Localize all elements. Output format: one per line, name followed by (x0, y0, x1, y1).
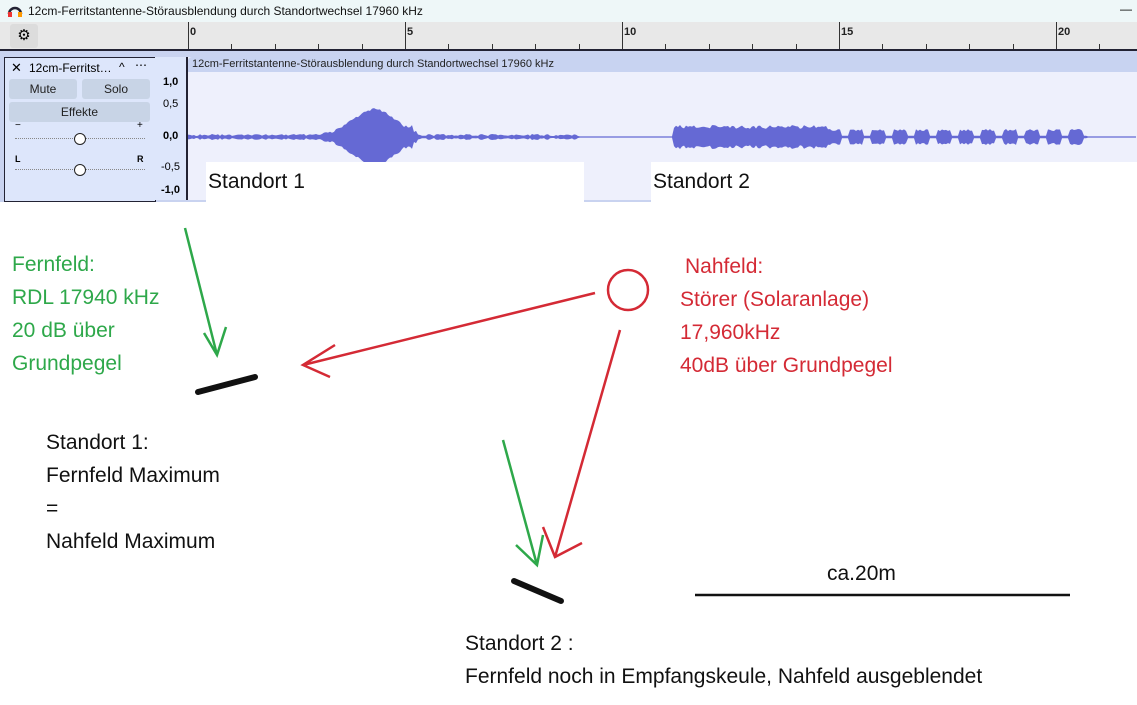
ruler-tick (926, 44, 927, 49)
scale-label: 0,0 (163, 130, 178, 142)
text-line: 17,960kHz (680, 316, 893, 349)
ruler-tick (1013, 44, 1014, 49)
ruler-tick (665, 44, 666, 49)
standort2-label: Standort 2 (653, 165, 750, 198)
effects-button[interactable]: Effekte (9, 102, 150, 122)
nahfeld-arrows (303, 270, 648, 557)
ruler-label: 10 (624, 26, 636, 38)
title-bar: 12cm-Ferritstantenne-Störausblendung dur… (0, 0, 1137, 22)
text-line: Nahfeld Maximum (46, 525, 220, 558)
scale-label: -0,5 (161, 161, 180, 173)
arrow-fernfeld-standort2 (503, 440, 543, 565)
ruler-tick (535, 44, 536, 49)
gain-slider-handle[interactable] (74, 133, 86, 145)
timeline-ruler[interactable]: ⚙ 0 5 10 15 20 (0, 22, 1137, 51)
nahfeld-annotation: Nahfeld: Störer (Solaranlage) 17,960kHz … (680, 250, 893, 382)
text-line: 20 dB über (12, 314, 159, 347)
ruler-tick (188, 22, 189, 49)
text-line: Nahfeld: (680, 250, 893, 283)
ruler-tick (275, 44, 276, 49)
scale-label: 0,5 (163, 98, 178, 110)
ruler-label: 15 (841, 26, 853, 38)
ruler-label: 20 (1058, 26, 1070, 38)
standort1-label: Standort 1 (208, 165, 305, 198)
ruler-tick (969, 44, 970, 49)
ruler-tick (318, 44, 319, 49)
text-line: Fernfeld Maximum (46, 459, 220, 492)
standort1-annotation: Standort 1: Fernfeld Maximum = Nahfeld M… (46, 426, 220, 558)
ruler-tick (405, 22, 406, 49)
stoerer-circle (608, 270, 648, 310)
antenna-standort2 (514, 581, 561, 601)
clip-title-bar[interactable]: 12cm-Ferritstantenne-Störausblendung dur… (188, 57, 1137, 72)
fernfeld-arrows (185, 228, 543, 565)
ruler-tick (231, 44, 232, 49)
arrow-nahfeld-standort2 (543, 330, 620, 557)
collapse-icon[interactable]: ^ (119, 60, 125, 74)
text-line: RDL 17940 kHz (12, 281, 159, 314)
text-line: Fernfeld: (12, 248, 159, 281)
pan-right-label: R (137, 154, 144, 164)
pan-slider-handle[interactable] (74, 164, 86, 176)
gain-min-label: − (15, 120, 21, 131)
close-track-icon[interactable]: ✕ (11, 60, 22, 76)
gear-icon[interactable]: ⚙ (10, 24, 38, 48)
text-line: Grundpegel (12, 347, 159, 380)
arrow-fernfeld-standort1 (185, 228, 226, 355)
text-line: = (46, 492, 220, 525)
gain-max-label: + (137, 120, 143, 131)
ruler-tick (362, 44, 363, 49)
arrow-nahfeld-standort1 (303, 293, 595, 377)
ruler-tick (448, 44, 449, 49)
text-line: Fernfeld noch in Empfangskeule, Nahfeld … (465, 660, 982, 693)
standort2-label-box: Standort 2 (651, 162, 1137, 207)
ruler-tick (839, 22, 840, 49)
ruler-label: 5 (407, 26, 413, 38)
mute-button[interactable]: Mute (9, 79, 77, 99)
text-line: Störer (Solaranlage) (680, 283, 893, 316)
amplitude-scale: 1,0 0,5 0,0 -0,5 -1,0 (155, 57, 188, 200)
track-control-panel: ✕ 12cm-Ferritst… ^ ⋯ Mute Solo Effekte −… (4, 57, 156, 202)
window-title: 12cm-Ferritstantenne-Störausblendung dur… (28, 4, 423, 18)
pan-left-label: L (15, 154, 21, 164)
ruler-tick (579, 44, 580, 49)
scale-label: 1,0 (163, 76, 178, 88)
ruler-tick (492, 44, 493, 49)
track-name[interactable]: 12cm-Ferritst… (29, 61, 112, 75)
ruler-tick (752, 44, 753, 49)
ruler-tick (622, 22, 623, 49)
solo-button[interactable]: Solo (82, 79, 150, 99)
text-line: Standort 1: (46, 426, 220, 459)
waveform-shape (188, 108, 1136, 166)
fernfeld-annotation: Fernfeld: RDL 17940 kHz 20 dB über Grund… (12, 248, 159, 380)
text-line: Standort 2 : (465, 627, 982, 660)
scale-label: -1,0 (161, 184, 180, 196)
ruler-tick (1099, 44, 1100, 49)
ruler-tick (882, 44, 883, 49)
menu-icon[interactable]: ⋯ (135, 58, 147, 72)
ruler-tick (709, 44, 710, 49)
ruler-tick (1056, 22, 1057, 49)
scale-label: ca.20m (827, 557, 896, 590)
text-line: 40dB über Grundpegel (680, 349, 893, 382)
ruler-tick (796, 44, 797, 49)
standort1-label-box: Standort 1 (206, 162, 584, 207)
standort2-annotation: Standort 2 : Fernfeld noch in Empfangske… (465, 627, 982, 693)
minimize-button[interactable]: — (1120, 2, 1132, 16)
antenna-standort1 (198, 377, 255, 392)
ruler-label: 0 (190, 26, 196, 38)
app-icon (7, 4, 23, 18)
